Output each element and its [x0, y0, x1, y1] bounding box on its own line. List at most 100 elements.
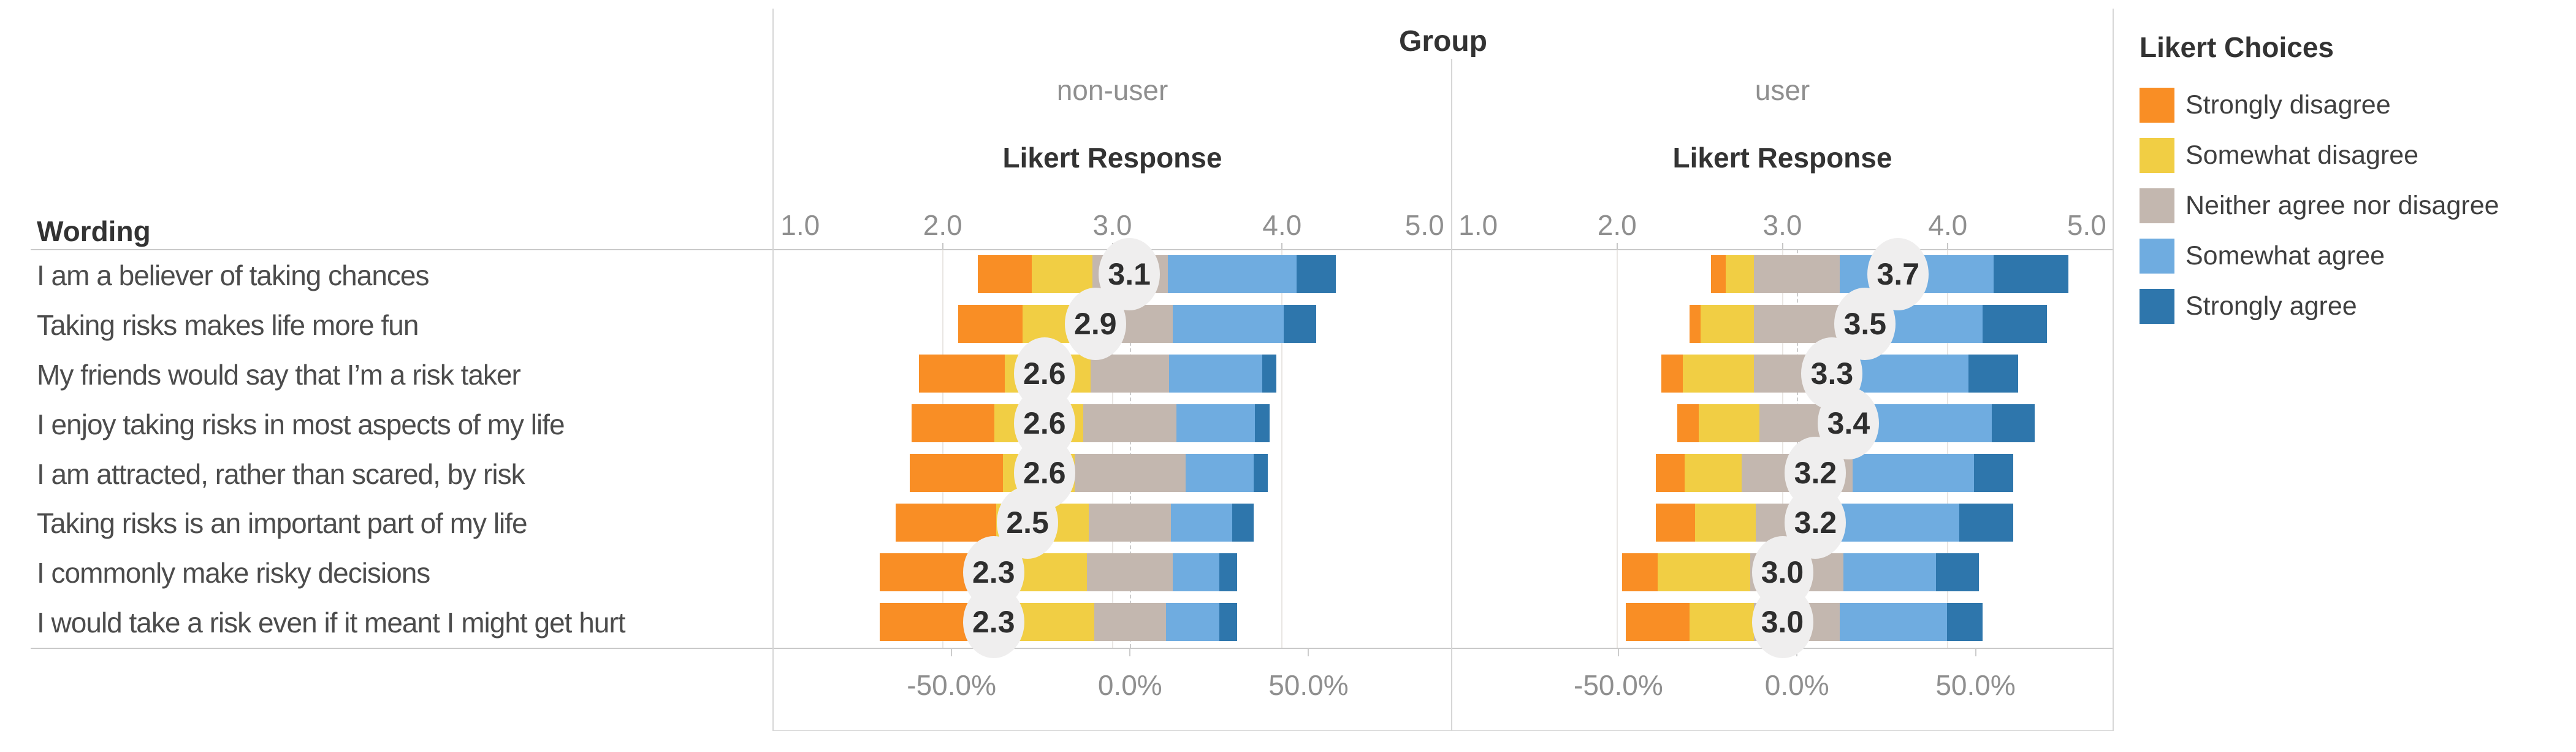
panel-group-label: non-user	[1056, 74, 1168, 106]
segment-somewhat-disagree[interactable]	[1690, 602, 1755, 641]
segment-neither-agree-nor-disagree[interactable]	[1089, 503, 1172, 542]
segment-strongly-disagree[interactable]	[919, 355, 1005, 393]
segment-strongly-agree[interactable]	[1232, 503, 1254, 542]
segment-neither-agree-nor-disagree[interactable]	[1754, 255, 1840, 294]
legend-item[interactable]: Strongly disagree	[2140, 87, 2569, 123]
segment-somewhat-agree[interactable]	[1838, 503, 1960, 542]
gridline	[1616, 250, 1618, 648]
segment-strongly-agree[interactable]	[1253, 454, 1268, 493]
wording-row-label[interactable]: I am a believer of taking chances	[37, 259, 429, 291]
segment-strongly-disagree[interactable]	[1690, 305, 1701, 343]
segment-strongly-disagree[interactable]	[912, 404, 994, 443]
segment-strongly-agree[interactable]	[1993, 255, 2069, 294]
segment-strongly-disagree[interactable]	[910, 454, 1004, 493]
panel-user: user Likert Response 1.0 2.0 3.0 4.0 5.0 3.7 3.5…	[1452, 0, 2113, 752]
gridline	[942, 250, 943, 648]
legend-items: Strongly disagree Somewhat disagree Neithe…	[2140, 87, 2569, 324]
likert-bar	[879, 553, 1238, 591]
segment-strongly-disagree[interactable]	[1621, 553, 1658, 591]
plot-area: 3.7 3.5 3.3 3.4 3.2 3.2 3.0 3.0	[1452, 238, 2113, 658]
gridline	[1947, 250, 1949, 648]
segment-somewhat-disagree[interactable]	[1682, 355, 1755, 393]
segment-somewhat-disagree[interactable]	[1695, 503, 1756, 542]
wording-row-label[interactable]: My friends would say that I’m a risk tak…	[37, 358, 521, 391]
segment-strongly-disagree[interactable]	[1677, 404, 1699, 443]
segment-strongly-disagree[interactable]	[1656, 503, 1696, 542]
segment-somewhat-agree[interactable]	[1171, 503, 1232, 542]
mean-value-label: 2.9	[1074, 307, 1117, 342]
mean-value-label: 3.2	[1794, 505, 1837, 540]
segment-neither-agree-nor-disagree[interactable]	[1074, 454, 1186, 493]
legend-item[interactable]: Strongly agree	[2140, 288, 2569, 324]
segment-strongly-agree[interactable]	[1255, 404, 1270, 443]
top-axis-tick	[1616, 243, 1618, 250]
segment-strongly-disagree[interactable]	[1661, 355, 1683, 393]
segment-strongly-disagree[interactable]	[896, 503, 996, 542]
segment-strongly-agree[interactable]	[1983, 305, 2048, 343]
segment-strongly-agree[interactable]	[1946, 602, 1983, 641]
top-axis-tick	[1281, 243, 1283, 250]
segment-neither-agree-nor-disagree[interactable]	[1091, 355, 1170, 393]
segment-neither-agree-nor-disagree[interactable]	[1083, 404, 1177, 443]
segment-somewhat-disagree[interactable]	[1725, 255, 1755, 294]
mean-value-bubble: 3.0	[1751, 585, 1813, 658]
mean-value-label: 3.1	[1108, 257, 1151, 292]
segment-somewhat-disagree[interactable]	[1031, 255, 1092, 294]
wording-row-label[interactable]: Taking risks is an important part of my …	[37, 507, 528, 540]
segment-strongly-agree[interactable]	[1262, 355, 1277, 393]
wording-row-label[interactable]: I am attracted, rather than scared, by r…	[37, 458, 525, 490]
segment-somewhat-agree[interactable]	[1852, 454, 1974, 493]
segment-strongly-agree[interactable]	[1959, 503, 2013, 542]
segment-strongly-agree[interactable]	[1968, 355, 2019, 393]
top-axis-tick-label: 4.0	[1262, 209, 1302, 241]
segment-strongly-agree[interactable]	[1991, 404, 2035, 443]
segment-somewhat-agree[interactable]	[1165, 602, 1220, 641]
segment-somewhat-agree[interactable]	[1167, 255, 1297, 294]
segment-somewhat-disagree[interactable]	[1699, 404, 1760, 443]
likert-bar	[879, 602, 1238, 641]
segment-strongly-disagree[interactable]	[879, 602, 977, 641]
wording-row-labels: I am a believer of taking chances Taking …	[37, 251, 766, 648]
likert-bar	[910, 454, 1268, 493]
segment-somewhat-agree[interactable]	[1169, 355, 1263, 393]
segment-somewhat-agree[interactable]	[1185, 454, 1254, 493]
segment-strongly-disagree[interactable]	[1711, 255, 1726, 294]
segment-somewhat-disagree[interactable]	[1658, 553, 1751, 591]
segment-strongly-agree[interactable]	[1973, 454, 2013, 493]
mean-value-bubble: 3.1	[1099, 238, 1160, 311]
segment-strongly-disagree[interactable]	[958, 305, 1023, 343]
segment-neither-agree-nor-disagree[interactable]	[1754, 305, 1840, 343]
wording-row-label[interactable]: Taking risks makes life more fun	[37, 309, 419, 341]
segment-strongly-disagree[interactable]	[1656, 454, 1685, 493]
segment-somewhat-agree[interactable]	[1176, 404, 1256, 443]
segment-strongly-agree[interactable]	[1284, 305, 1316, 343]
legend-item[interactable]: Neither agree nor disagree	[2140, 188, 2569, 223]
bottom-axis-tick-label: -50.0%	[1574, 669, 1663, 701]
likert-bar	[958, 305, 1316, 343]
wording-row-label[interactable]: I enjoy taking risks in most aspects of …	[37, 408, 565, 440]
mean-value-bubble: 3.2	[1785, 486, 1846, 559]
segment-strongly-agree[interactable]	[1936, 553, 1980, 591]
segment-somewhat-agree[interactable]	[1840, 602, 1947, 641]
segment-strongly-agree[interactable]	[1219, 553, 1238, 591]
segment-somewhat-disagree[interactable]	[1684, 454, 1742, 493]
top-axis-tick-label: 3.0	[1092, 209, 1132, 241]
segment-somewhat-agree[interactable]	[1173, 553, 1220, 591]
wording-row-label[interactable]: I would take a risk even if it meant I m…	[37, 607, 625, 639]
segment-neither-agree-nor-disagree[interactable]	[1087, 553, 1173, 591]
wording-row-label[interactable]: I commonly make risky decisions	[37, 557, 430, 589]
legend-item[interactable]: Somewhat agree	[2140, 238, 2569, 274]
segment-somewhat-agree[interactable]	[1173, 305, 1284, 343]
segment-somewhat-disagree[interactable]	[1700, 305, 1755, 343]
legend-item-label: Strongly disagree	[2185, 90, 2391, 120]
segment-neither-agree-nor-disagree[interactable]	[1094, 602, 1166, 641]
segment-somewhat-agree[interactable]	[1843, 553, 1937, 591]
legend-item[interactable]: Somewhat disagree	[2140, 137, 2569, 173]
legend-swatch-icon	[2140, 87, 2174, 123]
segment-strongly-agree[interactable]	[1219, 602, 1238, 641]
segment-strongly-agree[interactable]	[1296, 255, 1336, 294]
segment-strongly-disagree[interactable]	[1625, 602, 1690, 641]
mean-value-label: 3.0	[1761, 604, 1804, 639]
header-divider-line	[31, 249, 2113, 250]
segment-strongly-disagree[interactable]	[978, 255, 1032, 294]
